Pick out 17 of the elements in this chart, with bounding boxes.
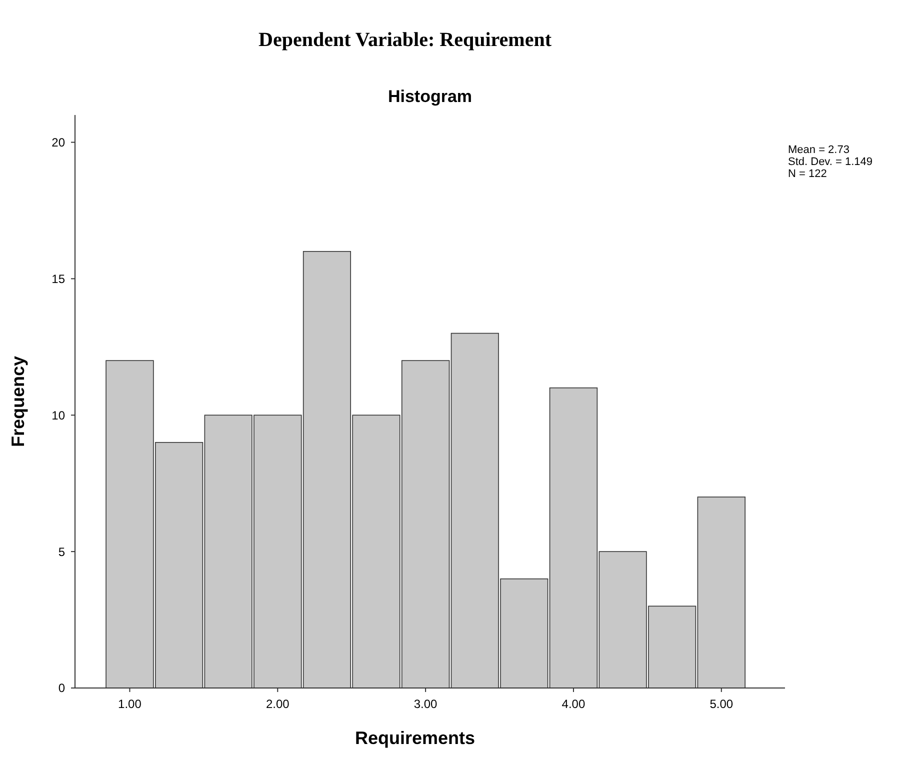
x-tick-label: 2.00 bbox=[266, 697, 290, 711]
text: Std. Dev. = 1.149 bbox=[788, 156, 872, 168]
chart-title: Dependent Variable: Requirement bbox=[258, 29, 552, 51]
text: N = 122 bbox=[788, 168, 827, 180]
x-tick-label: 5.00 bbox=[710, 697, 734, 711]
y-tick-label: 10 bbox=[52, 408, 66, 422]
y-tick-label: 15 bbox=[52, 272, 66, 286]
y-axis-title: Frequency bbox=[8, 356, 28, 448]
y-tick-label: 0 bbox=[58, 681, 66, 696]
y-tick-label: 20 bbox=[52, 135, 66, 150]
x-axis-title: Requirements bbox=[354, 728, 476, 748]
chart-subtitle: Histogram bbox=[388, 87, 472, 106]
y-tick-label: 5 bbox=[58, 544, 66, 559]
text: Mean = 2.73 bbox=[788, 144, 850, 156]
x-tick-label: 4.00 bbox=[562, 697, 586, 711]
x-tick-label: 1.00 bbox=[118, 697, 142, 711]
x-tick-label: 3.00 bbox=[414, 697, 438, 711]
